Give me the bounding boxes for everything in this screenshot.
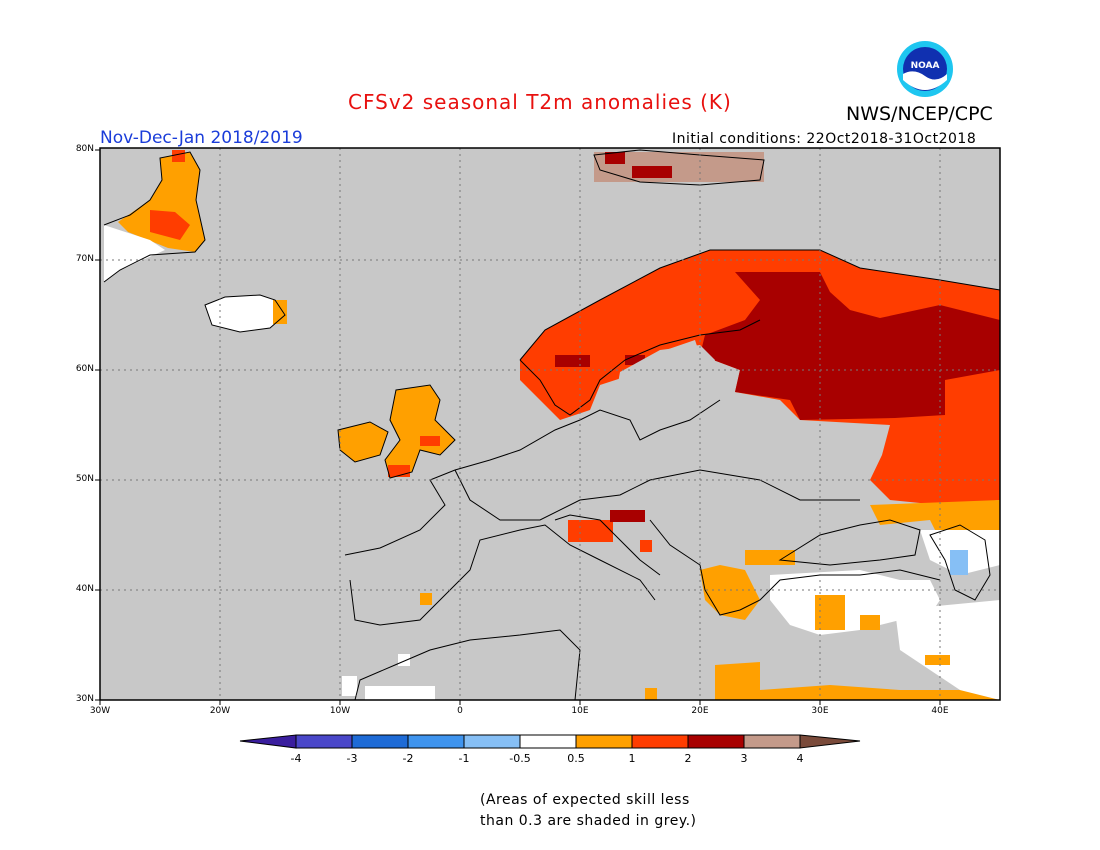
lat-label-30n: 30N [75, 694, 94, 704]
anomaly-morocco-neutral [398, 654, 410, 666]
anomaly-svalbard-strong [605, 152, 625, 164]
lat-label-50n: 50N [75, 474, 94, 484]
map-ticks [95, 149, 941, 705]
anomaly-mideast-neutral [895, 600, 1000, 700]
coast-north-africa [354, 629, 581, 701]
skill-footnote: (Areas of expected skill less than 0.3 a… [480, 790, 697, 832]
coastlines [103, 149, 1001, 701]
skill-footnote-line2: than 0.3 are shaded in grey.) [480, 813, 697, 829]
lon-label-30w: 30W [89, 706, 111, 716]
coast-baltic [519, 319, 761, 416]
anomaly-turkey-warm [815, 595, 845, 630]
lat-label-80n: 80N [75, 144, 94, 154]
coast-west-europe [344, 399, 721, 556]
anomaly-libya-warm [645, 688, 657, 700]
skill-footnote-line1: (Areas of expected skill less [480, 792, 690, 808]
anomaly-croatia [640, 540, 652, 552]
anomaly-fields [104, 150, 1000, 700]
coast-balkans [649, 519, 941, 616]
initial-conditions: Initial conditions: 22Oct2018-31Oct2018 [672, 131, 977, 147]
anomaly-greenland-strong-2 [150, 210, 190, 240]
colorbar-label-4: 4 [796, 752, 804, 765]
anomaly-iberia-warm [420, 593, 432, 605]
anomaly-alps [568, 520, 613, 542]
coast-black-sea [778, 519, 921, 566]
anomaly-morocco-neutral-3 [342, 676, 357, 696]
anomaly-mideast-warm [925, 655, 950, 665]
anomaly-iceland-east [273, 300, 287, 324]
colorbar-label-1: 1 [628, 752, 636, 765]
colorbar-swatch-m2-m1 [407, 734, 465, 749]
anomaly-north-africa [715, 662, 1000, 700]
anomaly-iceland [205, 295, 285, 332]
colorbar-swatch-m4-m3 [295, 734, 353, 749]
anomaly-bulgaria [745, 550, 795, 565]
coast-iceland [204, 294, 286, 333]
colorbar-swatch-2-3 [687, 734, 745, 749]
map-frame [99, 147, 1001, 701]
noaa-logo: NOAA [896, 40, 954, 98]
colorbar-label-m2: -2 [402, 752, 414, 765]
forecast-period: Nov-Dec-Jan 2018/2019 [100, 128, 303, 148]
colorbar-swatch-m3-m2 [351, 734, 409, 749]
colorbar-label-2: 2 [684, 752, 692, 765]
colorbar-label-3: 3 [740, 752, 748, 765]
lon-label-0: 0 [457, 706, 463, 716]
lon-label-20w: 20W [209, 706, 231, 716]
coast-britain [384, 384, 456, 479]
anomaly-greenland-strong [172, 150, 185, 162]
colorbar-swatch-gt-4 [799, 734, 861, 749]
anomaly-britain-strong [420, 436, 440, 446]
coast-iberia-med [349, 524, 656, 626]
anomaly-turkey-warm-2 [860, 615, 880, 630]
colorbar-label-m1: -1 [458, 752, 470, 765]
anomaly-norway-strong [555, 355, 590, 367]
lat-label-70n: 70N [75, 254, 94, 264]
anomaly-ireland [338, 422, 388, 462]
chart-title: CFSv2 seasonal T2m anomalies (K) [348, 90, 732, 114]
anomaly-alps-strong [610, 510, 645, 522]
colorbar-swatch-1-2 [631, 734, 689, 749]
gridlines [100, 148, 1000, 700]
noaa-logo-graphic: NOAA [897, 41, 953, 97]
colorbar [239, 734, 861, 749]
colorbar-swatch-lt-4 [239, 734, 297, 749]
lon-label-10w: 10W [329, 706, 351, 716]
lon-label-30e: 30E [811, 706, 829, 716]
coast-greenland [103, 151, 206, 283]
coast-scandinavia-north [519, 249, 1001, 361]
anomaly-russia-strong [700, 272, 1000, 420]
coast-caspian [929, 524, 991, 601]
anomaly-caspian-cool [950, 550, 968, 575]
colorbar-label-05: 0.5 [567, 752, 585, 765]
noaa-logo-text: NOAA [911, 61, 940, 71]
anomaly-sweden-strong [625, 355, 645, 365]
agency-label: NWS/NCEP/CPC [846, 103, 993, 125]
anomaly-svalbard-strong-2 [632, 166, 672, 178]
lat-label-40n: 40N [75, 584, 94, 594]
colorbar-label-m05: -0.5 [509, 752, 531, 765]
lon-label-10e: 10E [571, 706, 589, 716]
border-italy [554, 514, 661, 576]
anomaly-baltic-grey [615, 345, 715, 420]
anomaly-morocco-neutral-2 [365, 686, 435, 700]
colorbar-swatch-m1-m05 [463, 734, 521, 749]
anomaly-greenland-neutral [104, 225, 165, 282]
lon-label-40e: 40E [931, 706, 949, 716]
lat-label-60n: 60N [75, 364, 94, 374]
colorbar-label-m3: -3 [346, 752, 358, 765]
colorbar-label-m4: -4 [290, 752, 302, 765]
coast-svalbard [593, 149, 765, 186]
colorbar-swatch-05-1 [575, 734, 633, 749]
lon-label-20e: 20E [691, 706, 709, 716]
border-central-europe [454, 469, 860, 521]
colorbar-swatch-neutral [519, 734, 577, 749]
colorbar-swatch-3-4 [743, 734, 801, 749]
